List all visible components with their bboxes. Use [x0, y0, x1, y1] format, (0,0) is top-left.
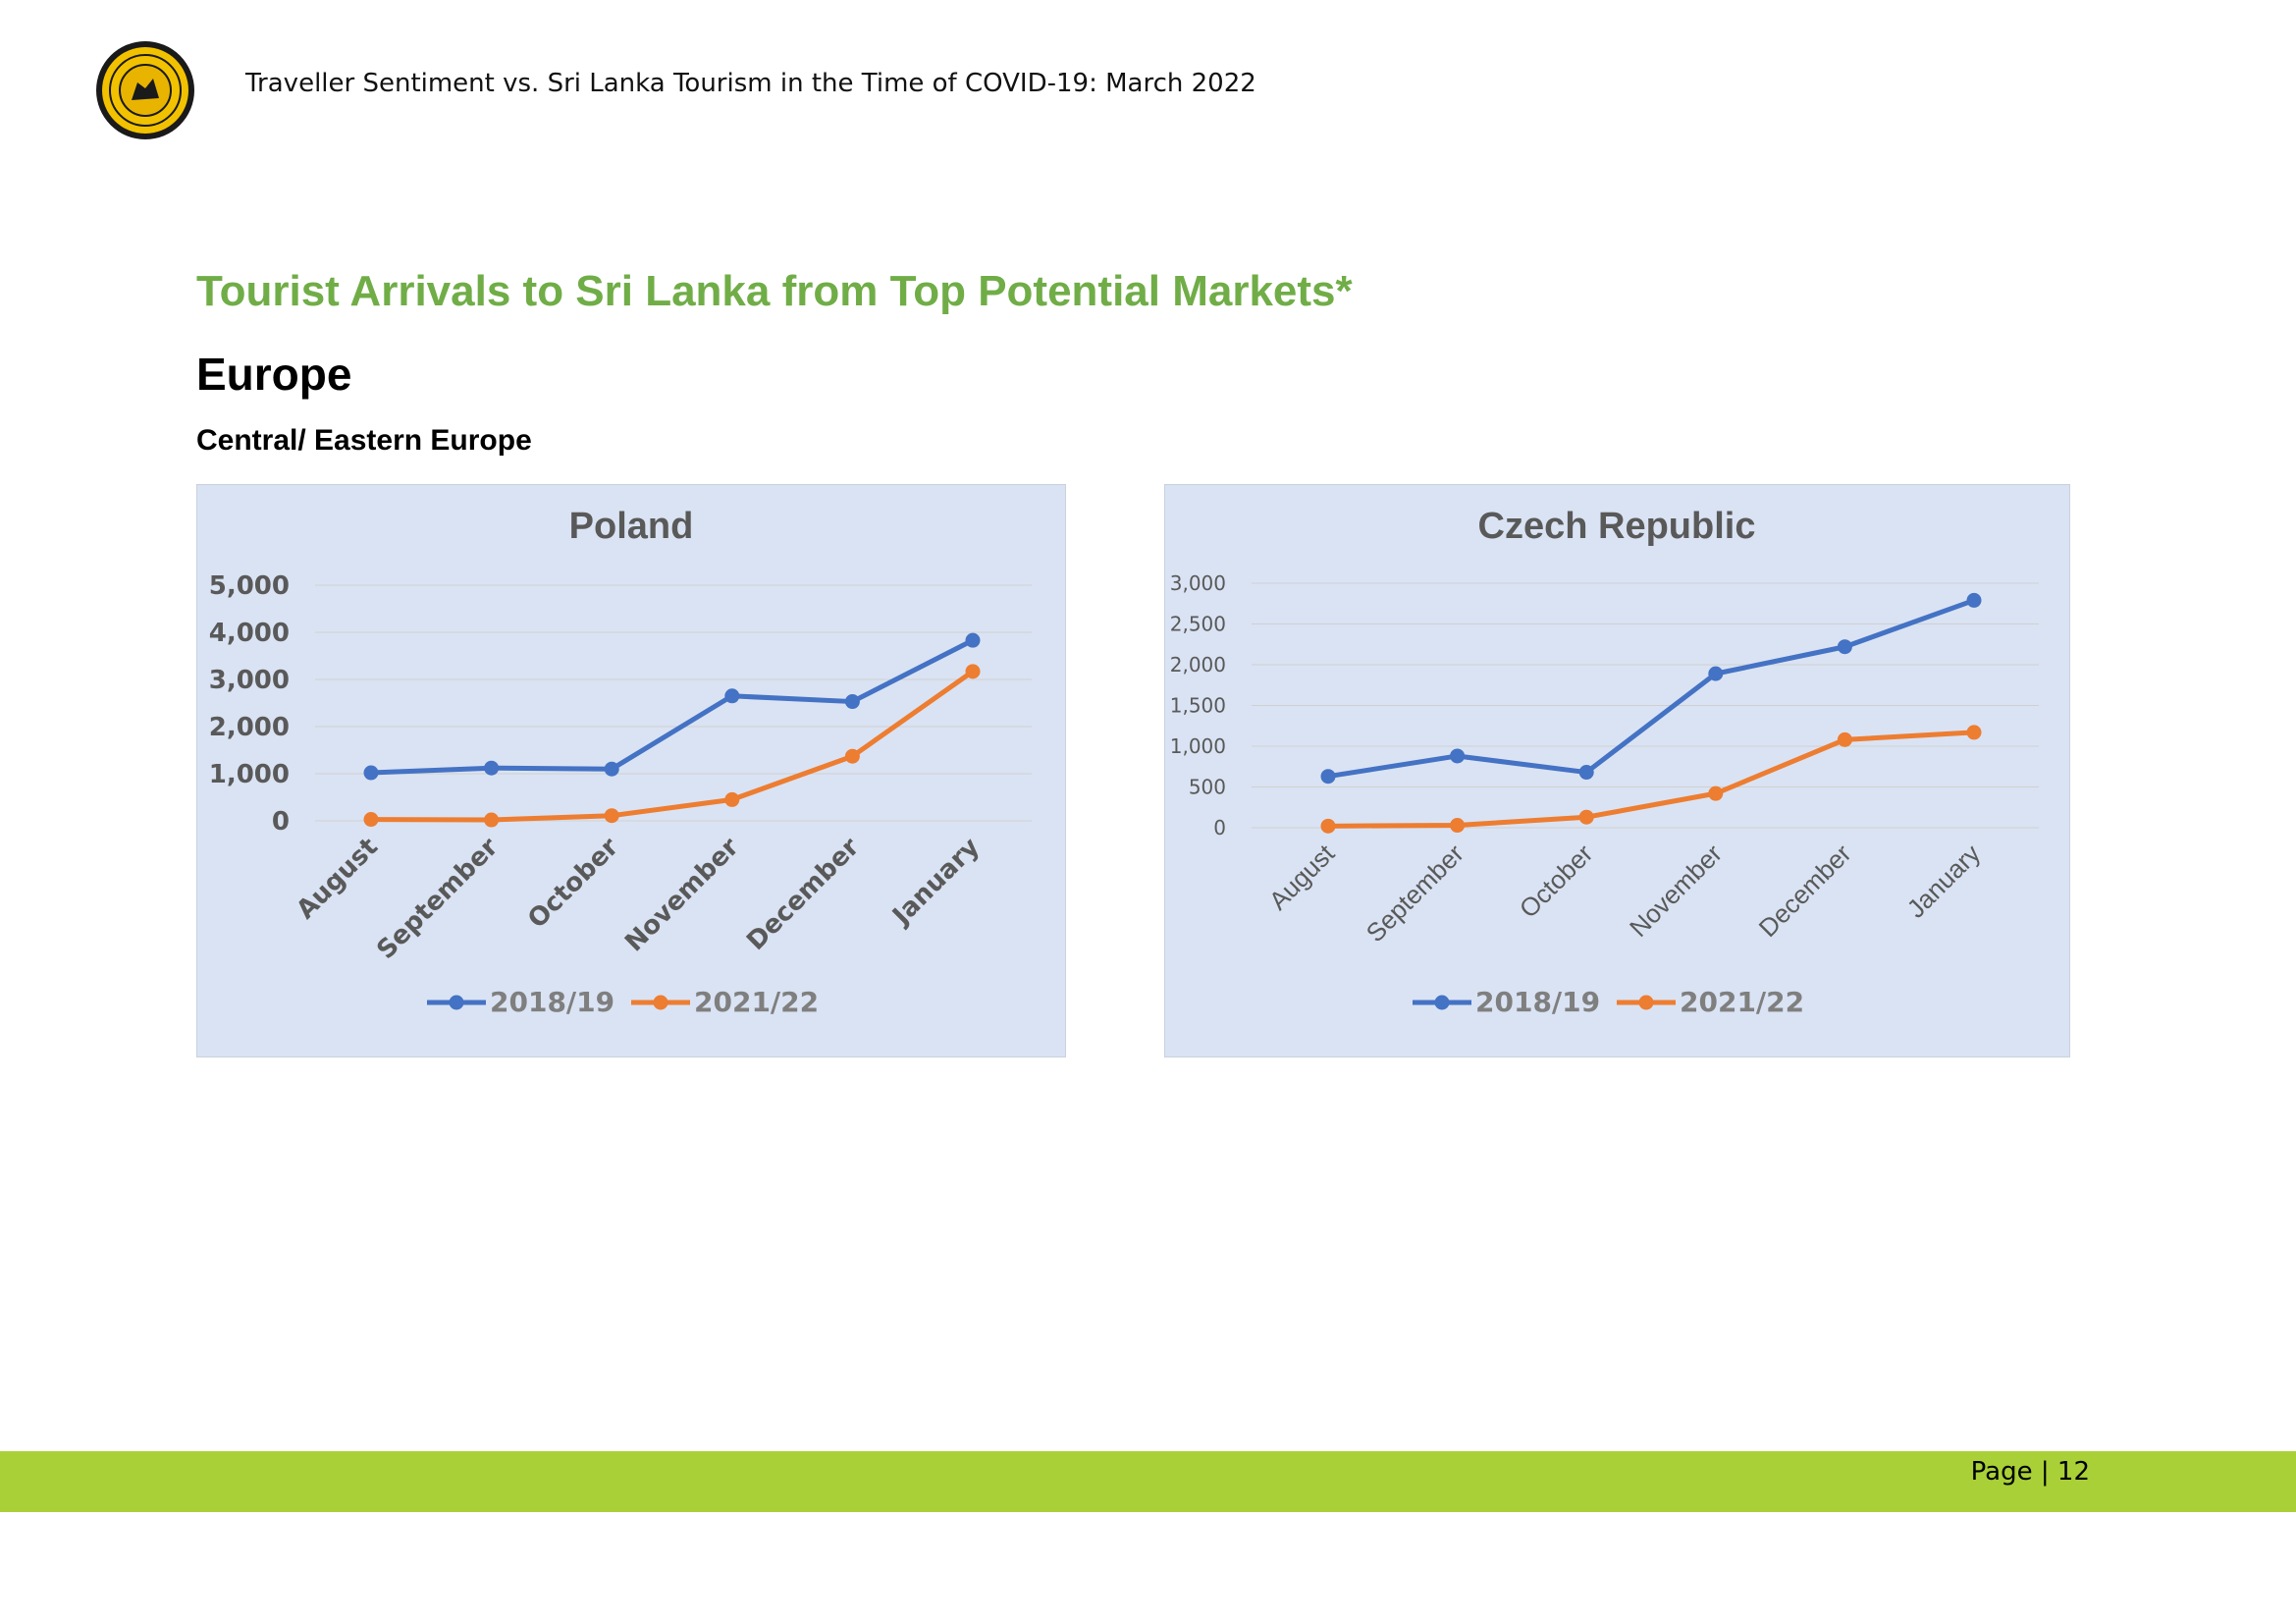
- legend-label: 2021/22: [1680, 986, 1804, 1018]
- y-tick-label: 2,500: [1170, 613, 1226, 636]
- data-point: [844, 694, 860, 710]
- data-point: [1320, 818, 1336, 834]
- data-point: [1708, 666, 1724, 681]
- sri-lanka-tourism-logo: [96, 41, 194, 139]
- y-tick-label: 4,000: [209, 619, 290, 648]
- region-heading: Europe: [196, 349, 352, 400]
- data-point: [1966, 725, 1982, 740]
- chart-title: Poland: [569, 506, 694, 547]
- poland-chart: Poland 0 1,000 2,000 3,000 4,000 5,000 August…: [196, 484, 1066, 1057]
- data-point: [1837, 731, 1852, 747]
- data-point: [844, 748, 860, 764]
- x-tick-label: September: [371, 833, 504, 965]
- data-point: [1320, 769, 1336, 785]
- data-point: [965, 632, 981, 648]
- document-header-title: Traveller Sentiment vs. Sri Lanka Touris…: [245, 69, 1256, 98]
- x-tick-label: August: [291, 833, 384, 926]
- series-line-2021-22: [1325, 730, 1977, 829]
- y-tick-label: 5,000: [209, 571, 290, 601]
- data-point: [1578, 765, 1594, 781]
- data-point: [604, 808, 619, 824]
- x-tick-label: October: [1514, 839, 1599, 924]
- legend-label: 2021/22: [694, 986, 819, 1018]
- data-point: [1578, 809, 1594, 825]
- data-point: [484, 812, 500, 828]
- legend-marker: [1434, 995, 1450, 1010]
- czech-republic-chart: Czech Republic 0 500 1,000 1,500 2,000 2,500 3…: [1164, 484, 2070, 1057]
- data-point: [1450, 748, 1466, 764]
- seal-rays: [96, 41, 194, 139]
- data-point: [484, 760, 500, 776]
- chart-title: Czech Republic: [1478, 506, 1756, 547]
- legend-label: 2018/19: [490, 986, 614, 1018]
- x-tick-label: November: [1624, 839, 1728, 943]
- x-tick-label: August: [1263, 838, 1341, 915]
- legend-marker: [1638, 995, 1654, 1010]
- data-point: [363, 812, 379, 828]
- x-tick-label: January: [1901, 839, 1987, 924]
- footer-bar: [0, 1451, 2296, 1512]
- czech-republic-chart-svg: Czech Republic 0 500 1,000 1,500 2,000 2,500 3…: [1170, 506, 2039, 1018]
- y-tick-label: 0: [272, 807, 290, 837]
- y-tick-label: 1,000: [1170, 734, 1226, 758]
- series-line-2018-19: [368, 637, 976, 776]
- y-tick-label: 500: [1189, 776, 1226, 799]
- page-number: Page | 12: [1970, 1457, 2090, 1487]
- y-tick-label: 2,000: [209, 713, 290, 742]
- x-tick-label: December: [741, 833, 865, 956]
- data-point: [965, 664, 981, 679]
- data-point: [1450, 818, 1466, 834]
- y-tick-label: 1,000: [209, 760, 290, 789]
- data-point: [604, 761, 619, 777]
- x-tick-label: October: [522, 833, 624, 935]
- data-point: [1966, 592, 1982, 608]
- y-tick-label: 0: [1213, 816, 1226, 839]
- legend-marker: [653, 995, 668, 1010]
- y-tick-label: 3,000: [1170, 571, 1226, 595]
- data-point: [724, 791, 740, 807]
- data-point: [363, 765, 379, 781]
- series-line-2018-19: [1325, 597, 1977, 780]
- y-tick-label: 3,000: [209, 666, 290, 695]
- data-point: [1837, 639, 1852, 655]
- x-tick-label: November: [619, 833, 745, 958]
- data-point: [724, 688, 740, 704]
- subregion-heading: Central/ Eastern Europe: [196, 424, 532, 457]
- legend-marker: [449, 995, 464, 1010]
- x-tick-label: December: [1753, 839, 1857, 943]
- section-title: Tourist Arrivals to Sri Lanka from Top P…: [196, 267, 1353, 315]
- poland-chart-svg: Poland 0 1,000 2,000 3,000 4,000 5,000 August…: [209, 506, 1032, 1018]
- y-tick-label: 1,500: [1170, 694, 1226, 718]
- series-line-2021-22: [368, 669, 976, 823]
- data-point: [1708, 785, 1724, 801]
- x-tick-label: January: [885, 833, 986, 933]
- x-tick-label: September: [1361, 839, 1469, 947]
- legend-label: 2018/19: [1475, 986, 1600, 1018]
- y-tick-label: 2,000: [1170, 653, 1226, 677]
